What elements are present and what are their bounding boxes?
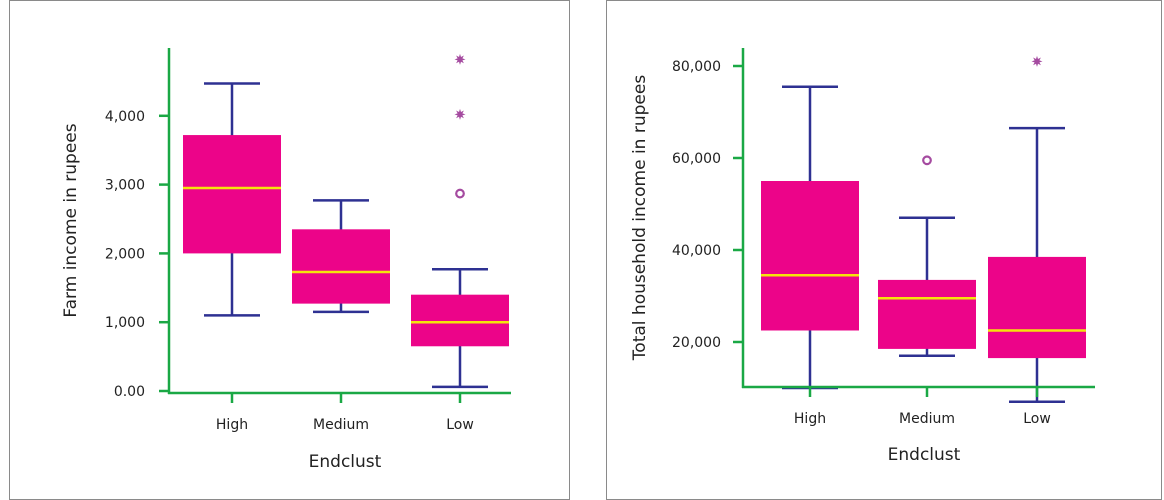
box-low [411,294,509,347]
box-medium [878,279,976,349]
y-axis-title: Total household income in rupees [630,75,650,362]
y-tick-label-1: 40,000 [672,243,721,259]
y-tick-label-2: 60,000 [672,151,721,167]
x-tick-label-medium: Medium [899,411,955,427]
farm-income-chart-panel: 0.00 1,000 2,000 3,000 4,000 High Medium Low End… [9,0,570,500]
x-tick-label-high: High [216,417,248,433]
outlier-star-1 [1031,55,1043,67]
box-high [761,181,859,331]
household-income-chart-panel: 20,000 40,000 60,000 80,000 High Medium Low End… [606,0,1162,500]
box-low [988,256,1086,359]
x-tick-label-low: Low [446,417,474,433]
y-tick-label-3: 80,000 [672,59,721,75]
outlier-circle-0 [922,155,932,166]
y-tick-label-0: 0.00 [114,384,145,400]
y-tick-label-2: 2,000 [105,246,145,262]
x-axis-title: Endclust [888,445,961,465]
y-tick-label-3: 3,000 [105,178,145,194]
outlier-circle-0 [455,188,465,199]
x-axis-title: Endclust [309,452,382,472]
x-tick-label-medium: Medium [313,417,369,433]
x-tick-label-low: Low [1023,411,1051,427]
household-income-boxplot: 20,000 40,000 60,000 80,000 High Medium Low End… [630,48,1095,465]
y-tick-label-4: 4,000 [105,109,145,125]
y-tick-label-0: 20,000 [672,335,721,351]
box-medium [292,229,390,304]
outlier-star-2 [454,53,466,65]
y-tick-label-1: 1,000 [105,315,145,331]
farm-income-boxplot: 0.00 1,000 2,000 3,000 4,000 High Medium Low End… [61,48,511,472]
y-axis-title: Farm income in rupees [61,123,81,317]
outlier-star-1 [454,108,466,120]
x-tick-label-high: High [794,411,826,427]
box-high [183,135,281,254]
